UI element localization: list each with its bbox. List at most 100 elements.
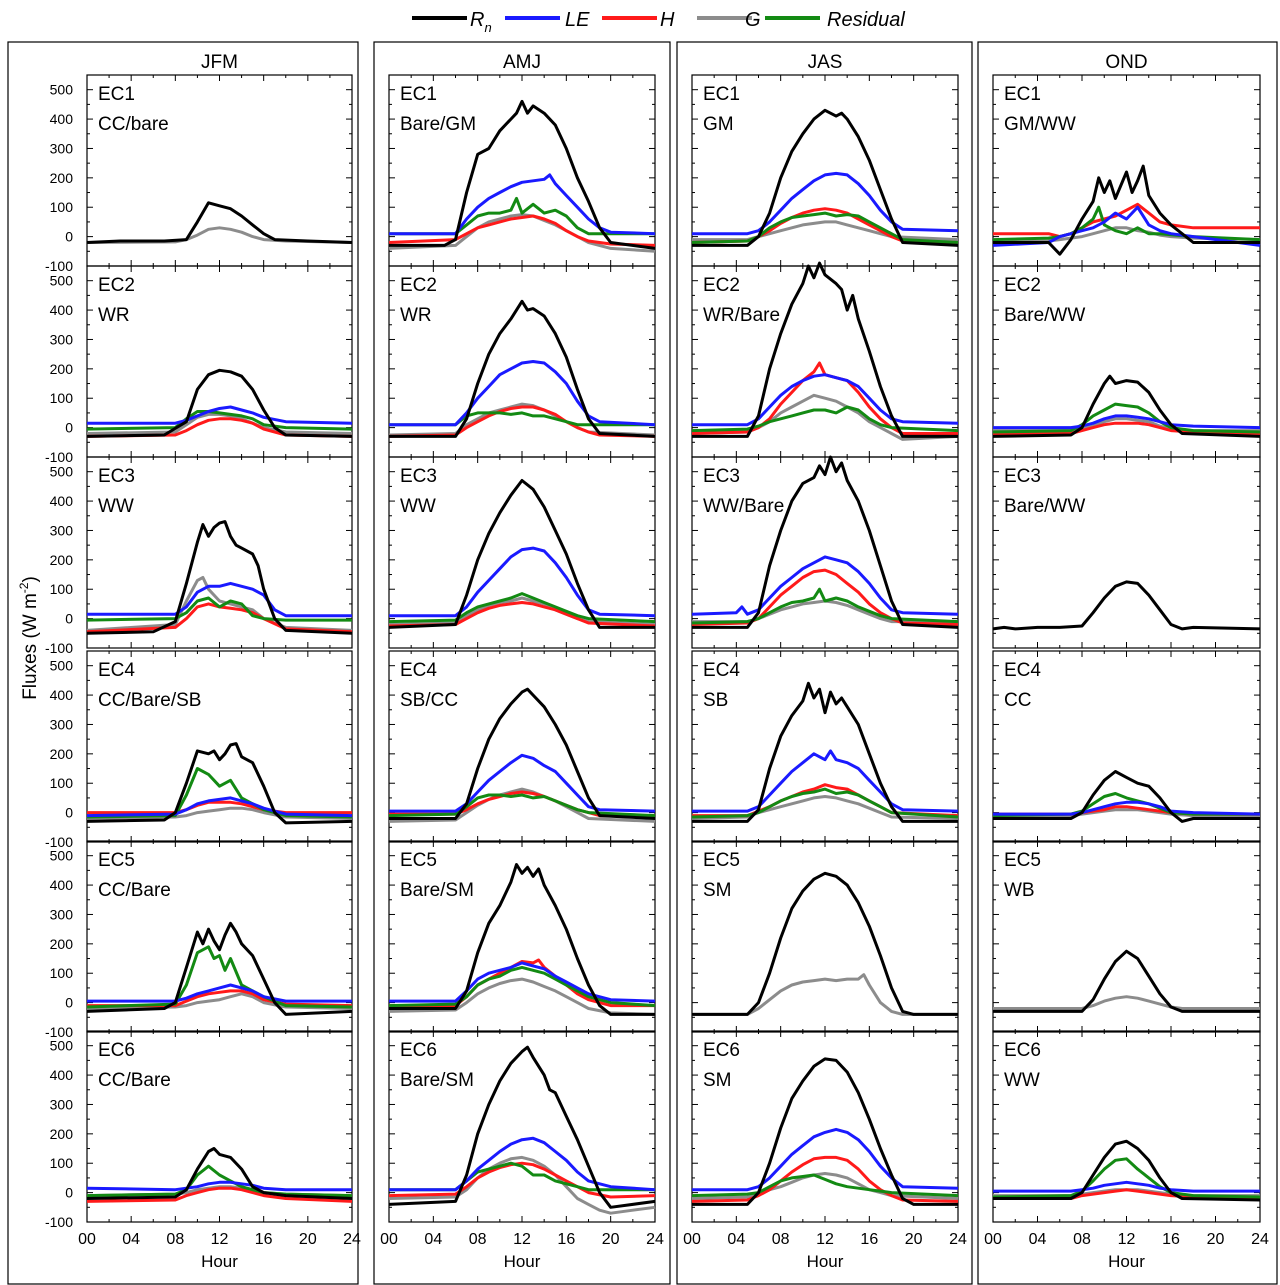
crop-label: CC/Bare/SB [98, 690, 201, 711]
series-line-rn [389, 687, 656, 820]
station-label: EC6 [400, 1040, 437, 1061]
station-label: EC3 [98, 466, 135, 487]
series-line-rn [388, 1045, 656, 1209]
series-line-h [388, 601, 656, 628]
panel-jas-ec2: EC2 WR/Bare [691, 261, 959, 458]
x-tick-label: 16 [255, 1231, 273, 1248]
series-line-rn [86, 520, 353, 635]
series-line-g [992, 226, 1261, 244]
station-label: EC3 [1004, 466, 1041, 487]
series-line-h [86, 417, 353, 438]
legend: Rn LE H G Residual [412, 9, 905, 35]
season-frame [373, 41, 671, 1285]
crop-label: SM [703, 1070, 732, 1091]
panel-ond-ec5: EC5 WB [992, 840, 1261, 1033]
x-tick-label: 00 [984, 1231, 1002, 1248]
series-line-residual [691, 405, 959, 433]
series-line-h [388, 214, 656, 247]
x-tick-label: 20 [1207, 1231, 1225, 1248]
series-line-h [691, 568, 959, 626]
series-line-rn [86, 368, 353, 438]
x-tick-label: 00 [380, 1231, 398, 1248]
season-title: JAS [808, 52, 843, 73]
x-tick-label: 20 [905, 1231, 923, 1248]
station-label: EC2 [1004, 275, 1041, 296]
y-tick-label: 100 [50, 1155, 74, 1171]
series-line-g [388, 402, 656, 437]
legend-entry-residual: Residual [765, 9, 905, 31]
crop-label: SB/CC [400, 690, 458, 711]
crop-label: CC/Bare [98, 880, 171, 901]
x-tick-label: 04 [424, 1231, 442, 1248]
y-tick-label: 500 [50, 848, 74, 864]
x-tick-label: 08 [772, 1231, 790, 1248]
y-tick-label: 100 [50, 581, 74, 597]
y-tick-label: 200 [50, 1126, 74, 1142]
season-title: AMJ [503, 52, 541, 73]
series-line-residual [388, 793, 656, 818]
season-title: JFM [201, 52, 238, 73]
y-tick-label: 400 [50, 302, 74, 318]
crop-label: WW [98, 496, 134, 517]
series-line-rn [86, 201, 353, 244]
y-tick-label: 300 [50, 331, 74, 347]
crop-label: GM/WW [1004, 114, 1076, 135]
station-label: EC3 [400, 466, 437, 487]
y-tick-label: 500 [50, 273, 74, 289]
x-tick-label: 12 [513, 1231, 531, 1248]
season-group-jas: JASEC1GMEC2WR/BareEC3WW/BareEC4SBEC5SMEC… [676, 41, 973, 1285]
x-tick-label: 08 [1073, 1231, 1091, 1248]
x-tick-label: 20 [602, 1231, 620, 1248]
x-axis-label: Hour [504, 1252, 541, 1271]
y-tick-label: 0 [65, 229, 73, 245]
y-tick-label: 300 [50, 140, 74, 156]
panel-ond-ec1: EC1 GM/WW [992, 74, 1261, 267]
x-tick-label: 00 [683, 1231, 701, 1248]
y-tick-label: -100 [45, 449, 73, 465]
y-tick-label: -100 [45, 258, 73, 274]
series-line-rn [692, 871, 958, 1016]
series-line-rn [993, 1139, 1261, 1202]
x-tick-label: 24 [646, 1231, 664, 1248]
crop-label: WB [1004, 880, 1035, 901]
panel-jfm-ec6: 500 400 300 200 100 0 -100 EC6 CC/Bare [45, 1030, 353, 1230]
season-frame [7, 41, 359, 1285]
crop-label: Bare/WW [1004, 496, 1085, 517]
panel-amj-ec2: EC2 WR [388, 265, 656, 458]
legend-entry-g: G [697, 9, 761, 31]
series-line-rn [389, 863, 655, 1016]
series-line-h [691, 207, 959, 244]
crop-label: CC/bare [98, 114, 169, 135]
y-tick-label: -100 [45, 1024, 73, 1040]
y-tick-label: -100 [45, 1214, 73, 1230]
series-line-residual [388, 965, 656, 1008]
legend-label: H [660, 9, 675, 31]
crop-label: WR/Bare [703, 305, 780, 326]
series-line-rn [993, 949, 1260, 1013]
x-tick-label: 04 [727, 1231, 745, 1248]
panel-amj-ec6: EC6 Bare/SM [388, 1030, 656, 1223]
series-line-le [389, 546, 656, 618]
crop-label: WR [400, 305, 432, 326]
y-tick-label: 100 [50, 390, 74, 406]
y-tick-label: 100 [50, 199, 74, 215]
season-frame [977, 41, 1278, 1285]
station-label: EC4 [98, 660, 135, 681]
station-label: EC5 [400, 850, 437, 871]
station-label: EC5 [1004, 850, 1041, 871]
season-frame [676, 41, 973, 1285]
panel-ond-ec2: EC2 Bare/WW [992, 265, 1261, 458]
series-line-h [388, 405, 656, 438]
crop-label: Bare/SM [400, 1070, 474, 1091]
season-group-ond: OND EC1 GM/WW EC2 Bare/WW EC3 Bare/WW EC4 CC EC5 W… [977, 41, 1278, 1285]
series-line-residual [389, 411, 655, 427]
series-line-residual [86, 945, 353, 1009]
season-title: OND [1105, 52, 1147, 73]
x-axis-label: Hour [807, 1252, 844, 1271]
legend-entry-h: H [602, 9, 675, 31]
season-group-jfm: JFM5004003002001000-100EC1CC/bare5004003… [7, 41, 361, 1285]
station-label: EC2 [703, 275, 740, 296]
panel-amj-ec5: EC5 Bare/SM [388, 840, 656, 1033]
y-tick-label: 200 [50, 936, 74, 952]
series-line-le [389, 961, 656, 1003]
